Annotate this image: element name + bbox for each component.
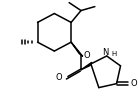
- Text: N: N: [103, 48, 109, 56]
- Polygon shape: [71, 42, 83, 56]
- Text: O: O: [56, 73, 62, 82]
- Text: H: H: [112, 51, 117, 57]
- Text: O: O: [130, 79, 137, 88]
- Text: O: O: [84, 51, 91, 59]
- Polygon shape: [81, 62, 92, 70]
